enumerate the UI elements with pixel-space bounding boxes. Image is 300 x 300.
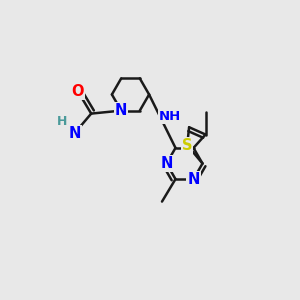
Text: NH: NH — [159, 110, 181, 123]
Text: N: N — [115, 103, 128, 118]
Text: S: S — [182, 138, 193, 153]
Text: N: N — [160, 156, 173, 171]
Text: O: O — [71, 84, 84, 99]
Text: N: N — [68, 126, 81, 141]
Text: H: H — [57, 115, 67, 128]
Text: N: N — [187, 172, 200, 187]
